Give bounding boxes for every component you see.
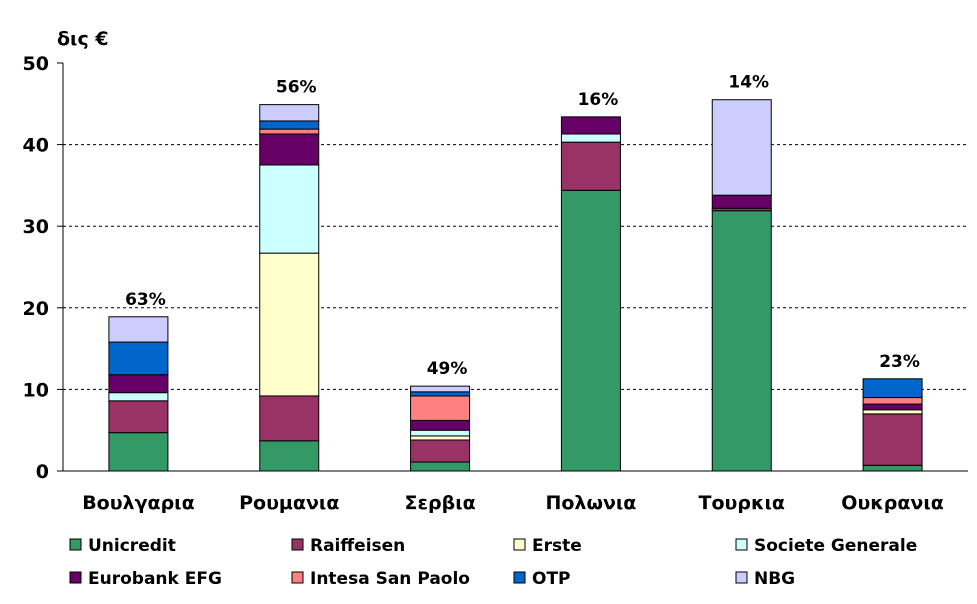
legend-label: Raiffeisen	[310, 536, 405, 556]
x-tick-label: Ρουμανια	[239, 492, 339, 514]
bar-segment	[410, 439, 471, 463]
legend-marker	[291, 538, 304, 551]
bar-segment	[259, 133, 320, 166]
y-tick-label: 0	[36, 461, 49, 483]
bar-segment	[259, 120, 320, 130]
bar-segment	[108, 400, 169, 434]
legend-marker	[69, 571, 82, 584]
legend-marker	[735, 571, 748, 584]
bar-segment	[108, 432, 169, 472]
bar-segment	[862, 378, 923, 399]
bar-segment	[259, 440, 320, 472]
bar-segment	[862, 403, 923, 411]
x-tick-label: Σερβια	[404, 492, 475, 514]
x-tick-label: Ουκρανια	[841, 492, 944, 514]
bar-segment	[410, 385, 471, 393]
bar-segment	[862, 409, 923, 415]
bar-segment	[711, 194, 772, 209]
bar-segment	[862, 397, 923, 405]
legend-label: NBG	[754, 569, 795, 589]
bar-segment	[410, 461, 471, 472]
bar-segment	[560, 141, 621, 191]
bar-segment	[560, 116, 621, 135]
legend-marker	[513, 538, 526, 551]
bar-segment	[711, 99, 772, 196]
bar-segment	[410, 391, 471, 397]
legend-label: Erste	[532, 536, 582, 556]
y-tick-label: 40	[23, 135, 49, 157]
bar-segment	[259, 104, 320, 122]
bar-segment	[711, 210, 772, 472]
bar-segment	[259, 164, 320, 254]
bar-segment	[410, 435, 471, 441]
bar-segment	[862, 413, 923, 466]
y-tick-label: 50	[23, 53, 49, 75]
bar-segment	[410, 429, 471, 437]
bar-label: 63%	[125, 290, 166, 310]
bar-label: 16%	[578, 90, 619, 110]
bar-segment	[560, 189, 621, 472]
x-tick-label: Βουλγαρια	[82, 492, 194, 514]
bar-label: 14%	[728, 73, 769, 93]
legend-label: Eurobank EFG	[88, 569, 222, 589]
bar-label: 56%	[276, 78, 317, 98]
x-tick-label: Πολωνια	[545, 492, 636, 514]
bar-segment	[108, 316, 169, 343]
legend-label: Unicredit	[88, 536, 176, 556]
y-tick-label: 30	[23, 216, 49, 238]
bar-segment	[410, 395, 471, 421]
bar-segment	[259, 252, 320, 397]
bar-label: 23%	[879, 352, 920, 372]
bar-segment	[259, 395, 320, 442]
bar-segment	[410, 419, 471, 431]
y-tick-label: 20	[23, 298, 49, 320]
legend-marker	[735, 538, 748, 551]
legend-marker	[513, 571, 526, 584]
bar-label: 49%	[427, 359, 468, 379]
y-axis-label: δις €	[57, 28, 109, 50]
bar-segment	[560, 133, 621, 143]
bar-segment	[108, 392, 169, 402]
legend-label: OTP	[532, 569, 571, 589]
legend-marker	[69, 538, 82, 551]
legend-label: Intesa San Paolo	[310, 569, 470, 589]
bar-segment	[862, 464, 923, 472]
legend-label: Societe Generale	[754, 536, 917, 556]
bar-segment	[108, 341, 169, 376]
bar-segment	[108, 374, 169, 394]
bar-segment	[259, 128, 320, 135]
x-tick-label: Τουρκια	[699, 492, 785, 514]
y-tick-label: 10	[23, 379, 49, 401]
legend-marker	[291, 571, 304, 584]
